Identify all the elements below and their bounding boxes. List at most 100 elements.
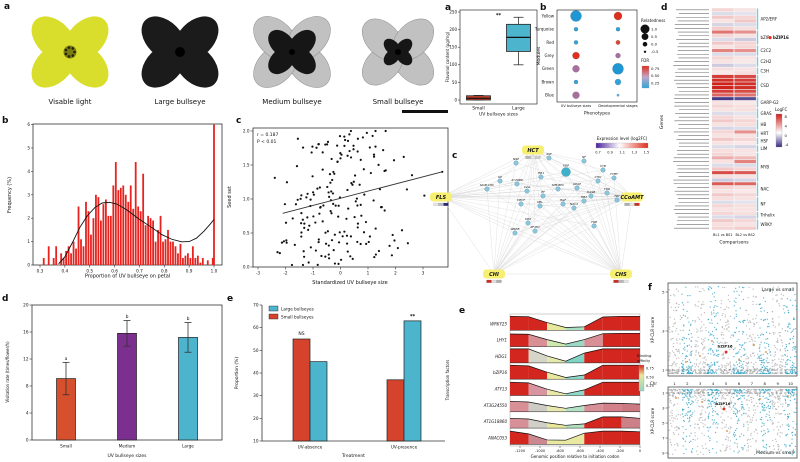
svg-text:C2C2: C2C2 <box>761 48 772 53</box>
proportion-x-label: Treatment <box>341 453 365 459</box>
tf-x-label: Genomic position relative to initiation … <box>531 454 620 459</box>
binding-legend-title-2: affinity <box>637 358 651 363</box>
svg-text:CBVT: CBVT <box>517 198 526 202</box>
svg-text:-200: -200 <box>616 449 624 453</box>
svg-text:NF: NF <box>761 202 767 207</box>
svg-text:CBL: CBL <box>537 200 543 204</box>
svg-text:3: 3 <box>662 405 665 410</box>
panel-module-dotplot: Yellow Turquoise Red Grey Green Brown Blue 1.0 0… <box>534 9 660 103</box>
svg-text:-800: -800 <box>556 449 564 453</box>
expression-legend-title: Expression level (log2FC) <box>597 136 648 141</box>
svg-text:TUB: TUB <box>591 220 597 224</box>
panel-bullseye-histogram: 0 1 2 3 4 5 6 0.3 0.4 0.5 0.6 0.7 0.8 0.9 1.0 <box>27 122 223 274</box>
dotplot-col-uv: UV bullseye sizes <box>561 104 592 108</box>
svg-text:1: 1 <box>367 271 370 276</box>
svg-text:0.0: 0.0 <box>651 42 658 47</box>
svg-text:0.8: 0.8 <box>161 269 168 274</box>
svg-text:1.0: 1.0 <box>211 269 218 274</box>
svg-text:7: 7 <box>662 435 665 440</box>
svg-text:UV-absence: UV-absence <box>298 445 323 450</box>
panel-flower-photos <box>31 16 434 88</box>
boxplot-y-label: Flavonol content (μg/mg) <box>445 31 450 82</box>
svg-text:CHS: CHS <box>615 272 627 278</box>
svg-text:16: 16 <box>23 330 29 335</box>
svg-text:Yellow: Yellow <box>541 13 555 18</box>
relatedness-legend-title: Relatedness <box>641 18 665 23</box>
panel-label-b-dotplot: b <box>540 3 547 13</box>
svg-text:NAC2: NAC2 <box>570 202 578 206</box>
logfc-legend-bar <box>775 113 783 148</box>
caption-small-bullseye: Small bullseye <box>373 98 424 106</box>
panel-coexpression-network: NSP IDP NF CYB KDP HB1 TYMF CHQ UP AY26BP SIGB-bHC… <box>430 142 649 283</box>
svg-text:5: 5 <box>662 420 665 425</box>
svg-text:LIM: LIM <box>761 146 768 151</box>
panel-label-e-proportion: e <box>227 294 233 304</box>
svg-text:60: 60 <box>253 325 259 330</box>
svg-text:-0.5: -0.5 <box>651 49 659 54</box>
panel-deg-heatmap: AP2/ERF bZIP bZIP16 C2C2 C2H2 C3H CSD GARP-G2 GR… <box>673 8 789 237</box>
svg-text:8: 8 <box>26 384 29 389</box>
svg-text:4: 4 <box>785 123 788 128</box>
proportion-y-label: Proportion (%) <box>234 357 240 390</box>
svg-text:5: 5 <box>725 381 728 386</box>
svg-text:3: 3 <box>699 381 702 386</box>
svg-text:1.5: 1.5 <box>243 163 250 168</box>
svg-text:NSP: NSP <box>513 157 519 161</box>
binding-legend-title-1: Binding <box>637 353 652 358</box>
panel-label-c-network: c <box>452 151 457 161</box>
svg-text:2: 2 <box>686 381 689 386</box>
scatter-annotation-r: r = 0.187 <box>257 132 279 138</box>
panel-xpclr-manhattan: 1 2 3 4 5 6 7 8 9 10 5 3 1 1 3 5 7 9 bZIP16 bZIP16 <box>662 282 798 459</box>
panel-label-f: f <box>648 283 652 293</box>
caption-medium-bullseye: Medium bullseye <box>262 98 321 106</box>
annotation-ns: NS <box>298 331 304 337</box>
xpclr-top-title: Large vs small <box>761 287 794 293</box>
svg-text:7: 7 <box>751 381 754 386</box>
svg-text:-1200: -1200 <box>515 449 525 453</box>
svg-text:Red: Red <box>546 40 554 45</box>
svg-text:1: 1 <box>673 381 676 386</box>
panel-label-a-boxplot: a <box>445 3 451 13</box>
svg-text:Green: Green <box>542 66 555 71</box>
svg-text:200: 200 <box>449 27 457 32</box>
visitation-x-label: UV bullseye sizes <box>107 453 147 459</box>
svg-text:0.25: 0.25 <box>646 384 654 388</box>
svg-text:KDP: KDP <box>563 164 569 168</box>
svg-text:4: 4 <box>712 381 715 386</box>
svg-text:0: 0 <box>339 271 342 276</box>
panel-flavonol-boxplot: 0 50 100 150 200 250 Small Large <box>449 9 538 112</box>
svg-text:Grey: Grey <box>545 53 555 58</box>
svg-text:NF: NF <box>582 155 586 159</box>
panel-label-d-heatmap: d <box>661 3 667 13</box>
svg-text:C3H: C3H <box>761 68 769 73</box>
panel-label-b-histogram: b <box>2 116 9 126</box>
svg-text:CSD: CSD <box>761 83 769 88</box>
svg-text:HDG1: HDG1 <box>495 354 507 359</box>
svg-text:8: 8 <box>785 114 788 119</box>
svg-text:bZIP16: bZIP16 <box>773 35 789 40</box>
svg-text:TOR: TOR <box>604 187 610 191</box>
legend-swatch-large-bullseyes <box>268 305 279 312</box>
scale-bar <box>402 110 448 113</box>
svg-text:AT3G24550: AT3G24550 <box>483 403 508 408</box>
svg-text:DIM: DIM <box>525 217 531 221</box>
svg-text:AY26BP: AY26BP <box>510 178 523 182</box>
svg-text:C2G: C2G <box>524 185 531 189</box>
svg-text:150: 150 <box>449 45 457 50</box>
svg-text:bZIP16: bZIP16 <box>716 401 731 406</box>
svg-text:6: 6 <box>738 381 741 386</box>
svg-text:0: 0 <box>785 133 788 138</box>
svg-text:SIGB-bHC: SIGB-bHC <box>480 183 495 187</box>
svg-text:IDP: IDP <box>546 152 551 156</box>
panel-label-c-scatter: c <box>236 116 241 126</box>
svg-text:UP: UP <box>498 175 502 179</box>
svg-text:TRY: TRY <box>614 194 621 198</box>
svg-text:10: 10 <box>253 439 259 444</box>
svg-text:ANAC053: ANAC053 <box>487 435 507 440</box>
svg-text:3: 3 <box>662 328 665 333</box>
svg-text:CHI: CHI <box>489 272 499 278</box>
svg-text:250: 250 <box>449 9 457 14</box>
svg-text:-4: -4 <box>785 142 789 147</box>
panel-label-e-tf: e <box>459 306 465 316</box>
